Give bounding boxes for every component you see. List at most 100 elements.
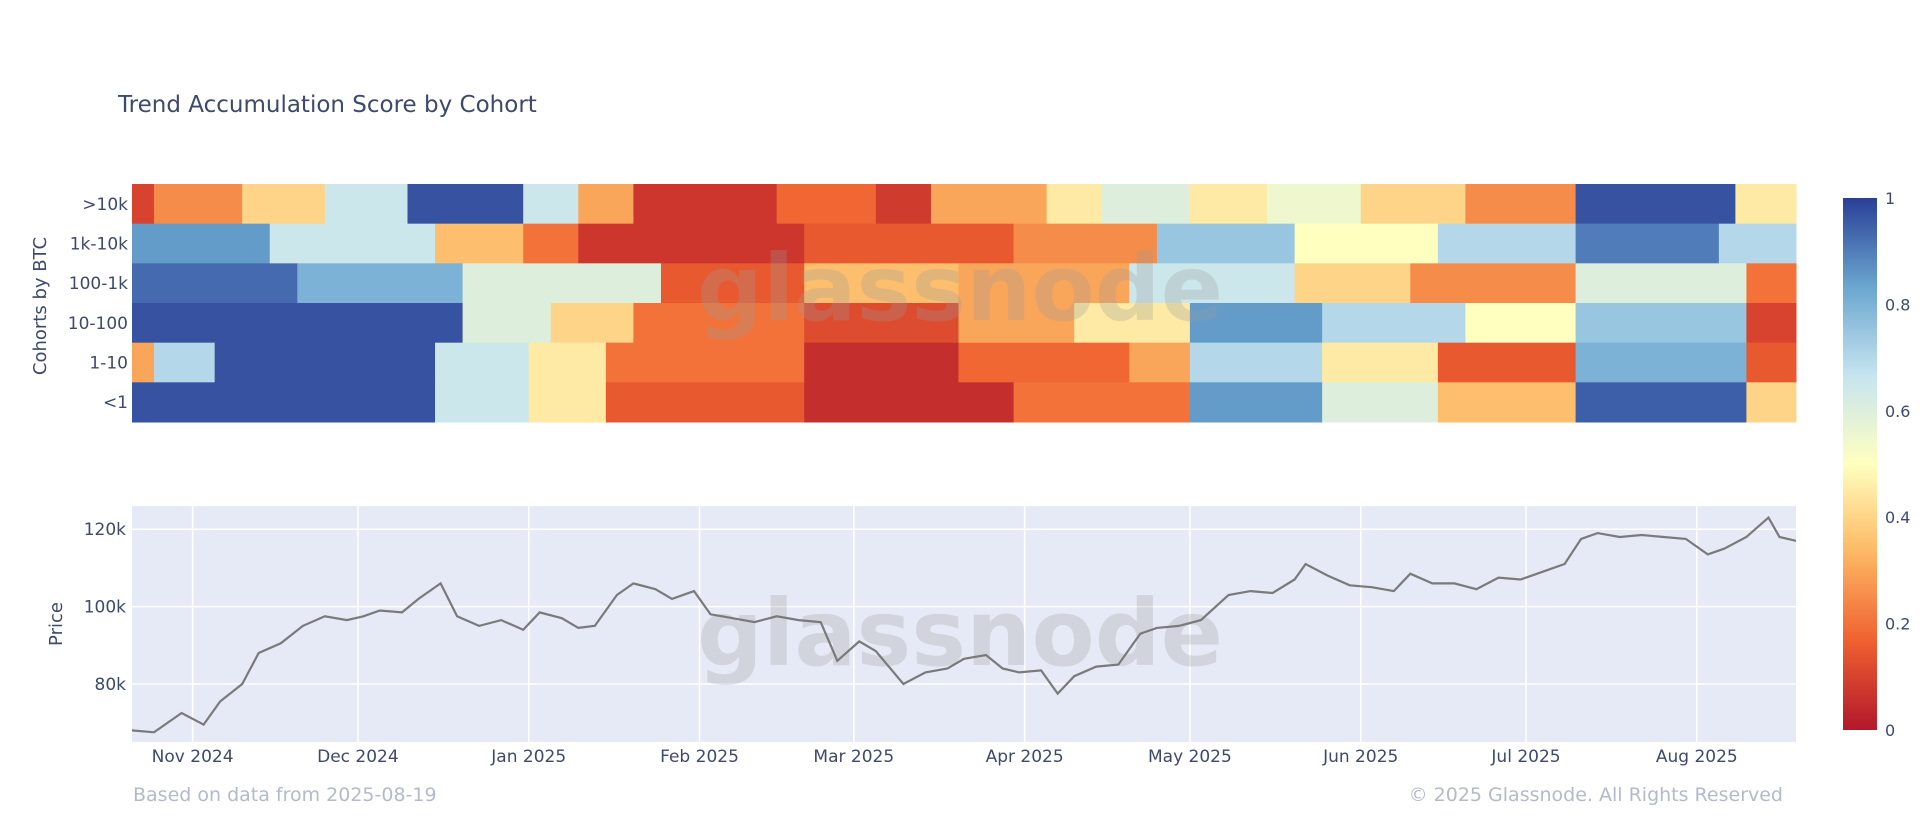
heatmap-cell <box>462 303 552 344</box>
heatmap-row-label: 10-100 <box>68 314 128 334</box>
heatmap-cell <box>242 184 326 225</box>
heatmap-row-label: 1-10 <box>89 354 128 374</box>
heatmap <box>132 184 1797 423</box>
heatmap-cell <box>1322 382 1439 423</box>
colorbar-ticks: 0 0.2 0.4 0.6 0.8 1 <box>1885 189 1910 740</box>
heatmap-cell <box>958 303 1075 344</box>
heatmap-cell <box>154 184 243 225</box>
heatmap-cell <box>132 184 155 225</box>
price-x-tick-label: Jun 2025 <box>1322 747 1398 767</box>
heatmap-cell <box>1074 303 1191 344</box>
heatmap-cell <box>1360 184 1466 225</box>
heatmap-row-labels: >10k 1k-10k 100-1k 10-100 1-10 <1 <box>68 195 128 413</box>
heatmap-cell <box>958 342 1130 383</box>
heatmap-row-label: <1 <box>103 393 128 413</box>
heatmap-cell <box>1575 342 1747 383</box>
price-x-tick-label: Jul 2025 <box>1490 747 1560 767</box>
price-x-tick-label: Nov 2024 <box>152 747 234 767</box>
heatmap-cell <box>132 263 298 304</box>
heatmap-cell <box>132 342 155 383</box>
heatmap-cell <box>633 303 805 344</box>
heatmap-cell <box>804 263 959 304</box>
heatmap-cell <box>435 382 530 423</box>
heatmap-row-label: 100-1k <box>69 274 128 294</box>
heatmap-cell <box>528 342 607 383</box>
heatmap-cell <box>1746 263 1797 304</box>
heatmap-cell <box>1322 303 1466 344</box>
colorbar-tick-label: 0.2 <box>1885 615 1910 634</box>
price-x-tick-label: Dec 2024 <box>317 747 399 767</box>
heatmap-cell <box>462 263 662 304</box>
colorbar <box>1843 198 1877 730</box>
heatmap-cell <box>1322 342 1439 383</box>
heatmap-cell <box>1575 184 1736 225</box>
price-x-tick-label: Jan 2025 <box>490 747 566 767</box>
heatmap-cell <box>578 184 634 225</box>
heatmap-cell <box>1718 223 1797 264</box>
heatmap-cell <box>407 184 524 225</box>
heatmap-cell <box>154 342 216 383</box>
heatmap-cell <box>930 184 1048 225</box>
heatmap-cell <box>1294 223 1439 264</box>
heatmap-cell <box>1129 342 1191 383</box>
heatmap-cell <box>1046 184 1103 225</box>
heatmap-cell <box>1129 263 1296 304</box>
colorbar-tick-label: 0.8 <box>1885 295 1910 314</box>
heatmap-cell <box>1437 382 1577 423</box>
price-x-tick-label: Apr 2025 <box>986 747 1064 767</box>
colorbar-tick-label: 0.4 <box>1885 508 1910 527</box>
colorbar-tick-label: 0.6 <box>1885 402 1910 421</box>
heatmap-cell <box>958 263 1130 304</box>
heatmap-cell <box>1294 263 1411 304</box>
heatmap-cell <box>1189 184 1268 225</box>
heatmap-cell <box>1267 184 1362 225</box>
heatmap-watermark: glassnode <box>697 235 1223 342</box>
heatmap-cell <box>605 342 805 383</box>
price-y-tick-label: 120k <box>84 520 126 540</box>
price-x-tick-label: Mar 2025 <box>813 747 894 767</box>
heatmap-cell <box>804 382 1015 423</box>
price-y-tick-label: 80k <box>95 675 127 695</box>
price-series-line <box>131 515 1797 734</box>
heatmap-cell <box>875 184 932 225</box>
footer-copyright: © 2025 Glassnode. All Rights Reserved <box>1408 784 1783 806</box>
price-x-ticks: Nov 2024 Dec 2024 Jan 2025 Feb 2025 Mar 2025… <box>152 747 1738 767</box>
heatmap-cell <box>132 303 464 344</box>
heatmap-cell <box>269 223 436 264</box>
heatmap-cell <box>523 184 579 225</box>
heatmap-cell <box>523 223 579 264</box>
heatmap-y-axis-label: Cohorts by BTC <box>30 237 51 375</box>
heatmap-cell <box>1013 223 1158 264</box>
heatmap-cell <box>578 223 805 264</box>
heatmap-cell <box>804 342 959 383</box>
heatmap-cell <box>1575 303 1747 344</box>
price-y-ticks: 80k 100k 120k <box>84 520 126 695</box>
price-x-tick-label: Aug 2025 <box>1656 747 1738 767</box>
heatmap-cell <box>633 184 778 225</box>
heatmap-cell <box>1101 184 1191 225</box>
heatmap-cell <box>1156 223 1296 264</box>
heatmap-cell <box>605 382 805 423</box>
heatmap-row-label: >10k <box>82 195 128 215</box>
price-y-tick-label: 100k <box>84 598 126 618</box>
heatmap-cell <box>1189 342 1323 383</box>
heatmap-cell <box>1410 263 1577 304</box>
heatmap-cell <box>132 223 271 264</box>
heatmap-cell <box>1465 184 1577 225</box>
heatmap-cell <box>1437 342 1577 383</box>
heatmap-cell <box>1746 303 1797 344</box>
heatmap-cell <box>1189 382 1323 423</box>
heatmap-cell <box>776 184 877 225</box>
price-x-tick-label: Feb 2025 <box>660 747 739 767</box>
price-plot-background <box>132 506 1796 742</box>
heatmap-cell <box>1746 342 1797 383</box>
heatmap-cell <box>660 263 805 304</box>
chart-title: Trend Accumulation Score by Cohort <box>118 92 537 118</box>
heatmap-cell <box>804 303 959 344</box>
heatmap-cell <box>1189 303 1323 344</box>
heatmap-cell <box>435 342 530 383</box>
price-x-tick-label: May 2025 <box>1148 747 1232 767</box>
heatmap-cell <box>132 382 436 423</box>
